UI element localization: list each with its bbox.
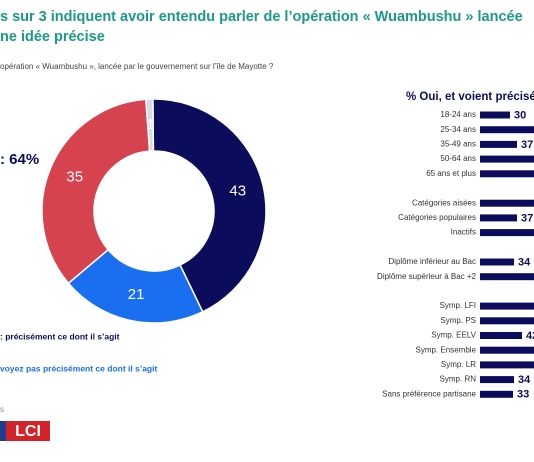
- bar: [480, 155, 534, 163]
- bar: [480, 111, 510, 119]
- value-label: 30: [514, 109, 526, 121]
- bar: [480, 199, 534, 207]
- bar: [480, 170, 534, 178]
- total-label: : 64%: [0, 151, 39, 168]
- donut-slice: [145, 98, 155, 152]
- bar: [480, 229, 534, 237]
- bar: [480, 258, 514, 266]
- value-label: 37: [521, 212, 533, 224]
- bar: [480, 214, 517, 222]
- value-label: 34: [518, 256, 531, 268]
- bar: [480, 126, 534, 134]
- category-label: Diplôme supérieur à Bac +2: [377, 272, 476, 281]
- bar: [480, 332, 522, 339]
- category-label: 35-49 ans: [440, 140, 476, 149]
- category-label: 25-34 ans: [440, 125, 476, 134]
- legend-label: : précisément ce dont il s’agit: [0, 331, 120, 341]
- value-label: 42: [526, 330, 534, 342]
- value-label: 34: [518, 374, 531, 386]
- bar: [480, 390, 513, 398]
- bar: [480, 302, 534, 310]
- category-label: Symp. Ensemble: [416, 345, 477, 354]
- category-label: Sans préférence partisane: [382, 389, 476, 398]
- source: s: [0, 405, 4, 414]
- logo-stripe: [0, 421, 6, 441]
- bar: [480, 376, 514, 384]
- category-label: Inactifs: [451, 228, 476, 237]
- value-label: 33: [517, 389, 529, 401]
- logo-text: LCI: [15, 423, 41, 440]
- value-label: 37: [521, 139, 533, 151]
- donut-slice: [41, 98, 151, 285]
- logo-box: [0, 421, 50, 441]
- category-label: Diplôme inférieur au Bac: [388, 257, 476, 266]
- category-label: Symp. PS: [440, 316, 476, 325]
- bar: [480, 361, 534, 369]
- category-label: Catégories populaires: [398, 213, 476, 222]
- slice-label: 43: [229, 182, 246, 199]
- bar: [480, 273, 534, 281]
- category-label: Symp. RN: [440, 375, 477, 384]
- bar: [480, 317, 534, 325]
- bar: [480, 140, 517, 148]
- subtitle: opération « Wuambushu », lancée par le g…: [0, 62, 274, 71]
- category-label: Catégories aisées: [412, 198, 476, 207]
- bar-chart-title: % Oui, et voient précisé: [406, 91, 534, 103]
- donut-slice: [152, 98, 267, 313]
- slice-label: 1: [146, 116, 154, 133]
- category-label: 18-24 ans: [440, 110, 476, 119]
- title-line: ne idée précise: [0, 29, 105, 45]
- category-label: 65 ans et plus: [426, 169, 476, 178]
- category-label: 50-64 ans: [440, 154, 476, 163]
- title-line: s sur 3 indiquent avoir entendu parler d…: [0, 9, 523, 25]
- slice-label: 35: [66, 169, 83, 186]
- category-label: Symp. EELV: [431, 331, 476, 340]
- bar: [480, 346, 534, 354]
- legend-label: voyez pas précisément ce dont il s’agit: [0, 363, 157, 373]
- category-label: Symp. LFI: [440, 301, 476, 310]
- category-label: Symp. LR: [441, 360, 476, 369]
- slice-label: 21: [128, 286, 145, 303]
